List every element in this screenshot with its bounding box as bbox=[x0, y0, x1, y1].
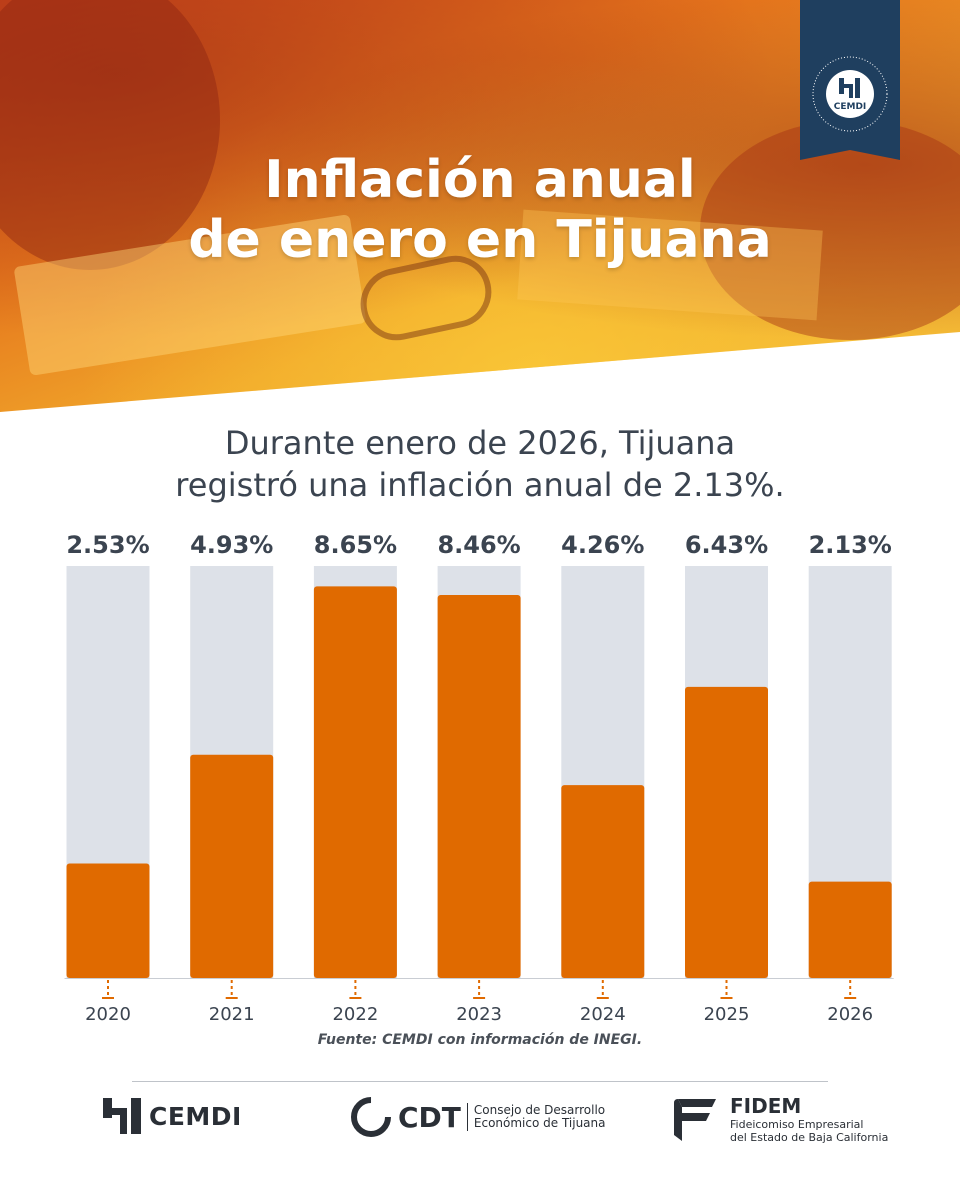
footer-divider bbox=[132, 1081, 828, 1082]
data-label-2021: 4.93% bbox=[190, 531, 273, 559]
subtitle-line-1: Durante enero de 2026, Tijuana bbox=[224, 424, 736, 462]
data-label-2024: 4.26% bbox=[561, 531, 644, 559]
fidem-desc-line-2: del Estado de Baja California bbox=[730, 1131, 889, 1144]
bar-2021 bbox=[190, 754, 274, 978]
x-tick-label-2024: 2024 bbox=[580, 1004, 626, 1025]
cdt-logo: CDT Consejo de Desarrollo Económico de T… bbox=[350, 1096, 606, 1138]
page-title-line-1: Inflación anual bbox=[264, 150, 696, 210]
cdt-logo-separator bbox=[466, 1103, 468, 1131]
data-label-2022: 8.65% bbox=[314, 531, 397, 559]
x-tick-label-2025: 2025 bbox=[704, 1004, 750, 1025]
chart-subtitle: Durante enero de 2026, Tijuana registró … bbox=[0, 422, 960, 506]
page-title: Inflación anual de enero en Tijuana bbox=[0, 150, 960, 270]
subtitle-line-2: registró una inflación anual de 2.13%. bbox=[175, 466, 785, 504]
bar-2023 bbox=[437, 594, 521, 978]
cemdi-logo-name: CEMDI bbox=[149, 1101, 242, 1131]
cdt-desc-line-1: Consejo de Desarrollo bbox=[473, 1103, 606, 1117]
fidem-logo-text: FIDEM Fideicomiso Empresarial del Estado… bbox=[730, 1094, 888, 1144]
inflation-bar-chart: 2.53% 2020 4.93% 2021 8.65% 2022 8.46% 2023 4.26… bbox=[64, 531, 894, 1025]
data-label-2025: 6.43% bbox=[685, 531, 768, 559]
cemdi-badge-seal: CEMDI bbox=[812, 56, 888, 132]
bar-2025 bbox=[685, 686, 768, 978]
cdt-logo-description: Consejo de Desarrollo Económico de Tijua… bbox=[474, 1104, 606, 1130]
x-tick-label-2026: 2026 bbox=[827, 1004, 873, 1025]
page-title-line-2: de enero en Tijuana bbox=[188, 210, 772, 270]
cdt-logo-name: CDT bbox=[398, 1100, 461, 1134]
x-tick-label-2020: 2020 bbox=[85, 1004, 131, 1025]
data-label-2023: 8.46% bbox=[437, 531, 520, 559]
fidem-logo-icon bbox=[674, 1099, 716, 1141]
chart-source: Fuente: CEMDI con información de INEGI. bbox=[317, 1032, 643, 1048]
bar-2026 bbox=[808, 881, 892, 978]
data-label-2026: 2.13% bbox=[809, 531, 892, 559]
cdt-desc-line-2: Económico de Tijuana bbox=[473, 1116, 606, 1130]
data-label-2020: 2.53% bbox=[66, 531, 149, 559]
badge-name: CEMDI bbox=[834, 102, 867, 112]
cemdi-logo: CEMDI bbox=[103, 1098, 242, 1134]
x-tick-label-2021: 2021 bbox=[209, 1004, 255, 1025]
hero-photo-hand-right bbox=[700, 120, 960, 340]
x-tick-label-2022: 2022 bbox=[332, 1004, 378, 1025]
badge-ring bbox=[812, 56, 888, 132]
fidem-desc-line-1: Fideicomiso Empresarial bbox=[730, 1118, 864, 1131]
fidem-logo-name: FIDEM bbox=[730, 1094, 802, 1118]
x-tick-label-2023: 2023 bbox=[456, 1004, 502, 1025]
bar-2024 bbox=[561, 785, 645, 978]
bar-2022 bbox=[313, 586, 397, 978]
cdt-logo-icon bbox=[351, 1097, 391, 1137]
cemdi-logo-icon bbox=[103, 1098, 141, 1134]
fidem-logo: FIDEM Fideicomiso Empresarial del Estado… bbox=[672, 1094, 888, 1144]
cemdi-badge: CEMDI bbox=[800, 0, 900, 160]
cemdi-glyph-icon bbox=[839, 78, 860, 98]
bar-2020 bbox=[66, 863, 150, 978]
